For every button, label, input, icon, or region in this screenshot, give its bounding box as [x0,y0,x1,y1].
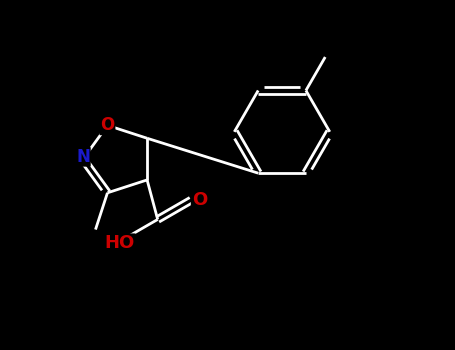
Text: O: O [192,191,207,209]
Text: HO: HO [105,234,135,252]
Text: N: N [76,148,90,166]
Text: O: O [101,116,115,134]
